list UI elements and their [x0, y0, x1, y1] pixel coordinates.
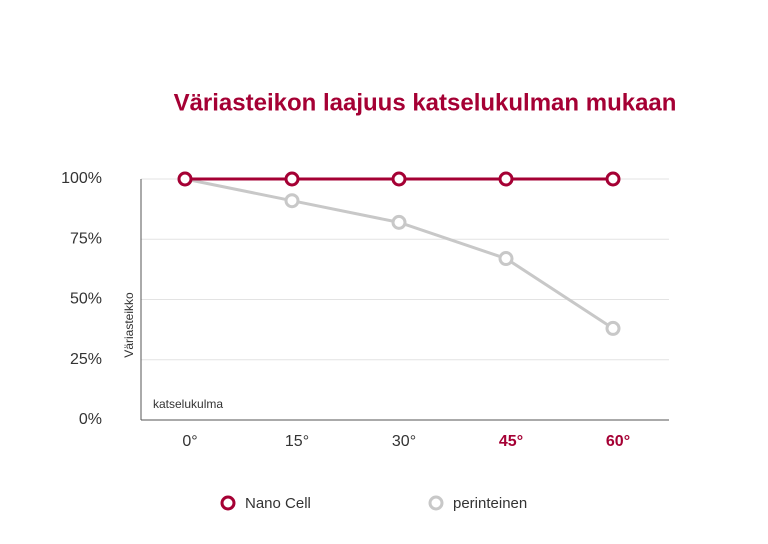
- data-point: [177, 171, 193, 187]
- x-tick-label: 15°: [285, 433, 309, 450]
- legend-marker: [220, 495, 236, 511]
- legend-marker: [428, 495, 444, 511]
- x-tick-label: 0°: [182, 433, 197, 450]
- x-tick-label: 45°: [499, 433, 523, 450]
- data-point: [284, 171, 300, 187]
- legend-label: perinteinen: [453, 495, 527, 512]
- chart-title: Väriasteikon laajuus katselukulman mukaa…: [174, 89, 677, 116]
- y-axis-label: Väriasteikko: [122, 292, 136, 358]
- y-tick-label: 50%: [70, 291, 102, 308]
- x-tick-label: 60°: [606, 433, 630, 450]
- y-tick-label: 75%: [70, 230, 102, 247]
- y-tick-label: 0%: [79, 411, 102, 428]
- data-point: [284, 193, 300, 209]
- data-point: [498, 251, 514, 267]
- data-point: [605, 320, 621, 336]
- data-point: [605, 171, 621, 187]
- legend-label: Nano Cell: [245, 495, 311, 512]
- y-tick-label: 100%: [61, 170, 102, 187]
- x-axis-label: katselukulma: [153, 397, 223, 411]
- x-tick-label: 30°: [392, 433, 416, 450]
- data-point: [391, 171, 407, 187]
- data-point: [391, 214, 407, 230]
- data-point: [498, 171, 514, 187]
- y-tick-label: 25%: [70, 351, 102, 368]
- series-line: [184, 177, 614, 330]
